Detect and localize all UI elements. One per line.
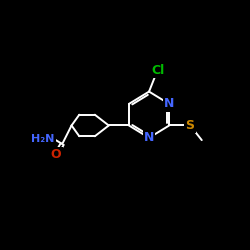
Text: Cl: Cl [151, 64, 164, 76]
Text: H₂N: H₂N [31, 134, 54, 144]
Text: N: N [144, 131, 154, 144]
Text: O: O [51, 148, 61, 161]
Text: S: S [186, 119, 194, 132]
Text: N: N [164, 98, 174, 110]
